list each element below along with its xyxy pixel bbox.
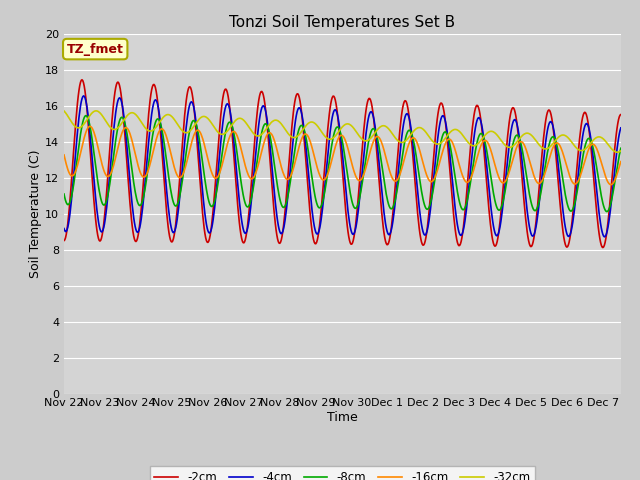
-4cm: [60, 226, 68, 231]
-32cm: [92, 108, 100, 114]
-8cm: [603, 209, 611, 215]
-4cm: [600, 234, 608, 240]
-8cm: [474, 137, 481, 143]
-32cm: [60, 108, 68, 114]
-8cm: [617, 145, 625, 151]
-8cm: [63, 200, 70, 205]
-16cm: [139, 174, 147, 180]
-2cm: [617, 112, 625, 118]
Line: -4cm: -4cm: [64, 96, 621, 237]
-8cm: [319, 196, 327, 202]
-4cm: [139, 204, 147, 210]
-4cm: [319, 199, 327, 204]
-32cm: [298, 128, 306, 133]
Line: -16cm: -16cm: [64, 126, 621, 185]
-32cm: [617, 148, 625, 154]
-32cm: [613, 149, 621, 155]
-2cm: [298, 116, 306, 122]
-8cm: [298, 123, 306, 129]
-8cm: [60, 191, 68, 197]
-2cm: [60, 238, 68, 243]
Line: -32cm: -32cm: [64, 111, 621, 152]
Line: -8cm: -8cm: [64, 116, 621, 212]
-2cm: [599, 245, 607, 251]
-8cm: [82, 113, 90, 119]
-32cm: [319, 132, 327, 137]
-16cm: [86, 123, 94, 129]
-2cm: [460, 217, 468, 223]
-16cm: [63, 161, 70, 167]
-2cm: [139, 189, 147, 194]
Y-axis label: Soil Temperature (C): Soil Temperature (C): [29, 149, 42, 278]
-2cm: [474, 103, 481, 108]
Text: TZ_fmet: TZ_fmet: [67, 43, 124, 56]
-4cm: [460, 223, 468, 228]
Line: -2cm: -2cm: [64, 80, 621, 248]
-4cm: [63, 228, 70, 234]
-2cm: [78, 77, 86, 83]
-2cm: [63, 231, 70, 237]
-32cm: [460, 134, 468, 140]
-4cm: [298, 114, 306, 120]
X-axis label: Time: Time: [327, 411, 358, 424]
Title: Tonzi Soil Temperatures Set B: Tonzi Soil Temperatures Set B: [229, 15, 456, 30]
-32cm: [474, 141, 481, 147]
-16cm: [474, 153, 481, 158]
-32cm: [139, 121, 147, 127]
-16cm: [607, 182, 615, 188]
-16cm: [298, 134, 306, 140]
-16cm: [60, 152, 68, 158]
-16cm: [319, 177, 327, 183]
-8cm: [460, 206, 468, 212]
-2cm: [319, 181, 327, 187]
-4cm: [474, 116, 481, 121]
-8cm: [139, 197, 147, 203]
Legend: -2cm, -4cm, -8cm, -16cm, -32cm: -2cm, -4cm, -8cm, -16cm, -32cm: [150, 466, 535, 480]
-32cm: [63, 111, 70, 117]
-16cm: [460, 177, 468, 182]
-4cm: [617, 125, 625, 131]
-16cm: [617, 159, 625, 165]
-4cm: [79, 93, 87, 99]
